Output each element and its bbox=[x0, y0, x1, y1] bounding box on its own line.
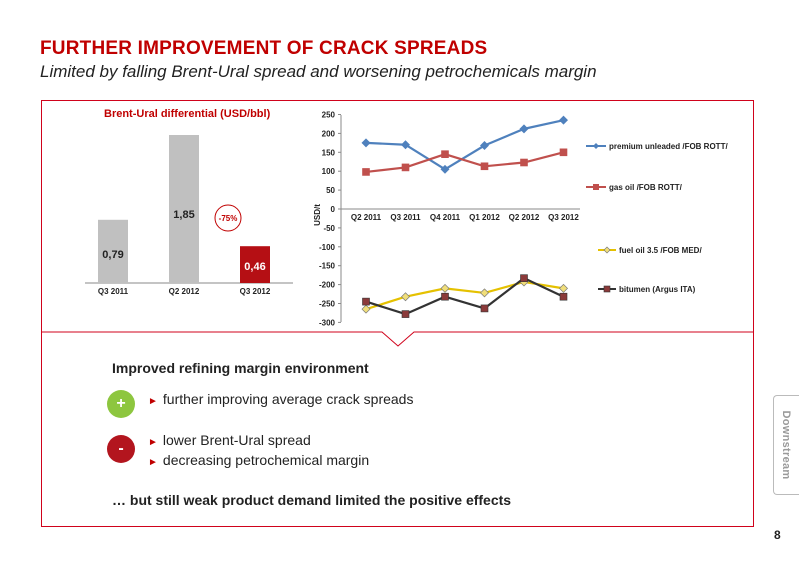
series-point-1 bbox=[401, 163, 410, 172]
legend-marker-gas-oil bbox=[593, 184, 599, 190]
y-tick-label: -200 bbox=[319, 281, 336, 290]
series-point-1 bbox=[441, 150, 449, 158]
bar-value-label-0: 0,79 bbox=[102, 249, 123, 261]
negative-item: ► decreasing petrochemical margin bbox=[148, 452, 369, 468]
series-point-1 bbox=[559, 148, 568, 157]
positive-item-text: further improving average crack spreads bbox=[162, 391, 414, 407]
page-title: FURTHER IMPROVEMENT OF CRACK SPREADS bbox=[40, 38, 488, 59]
series-point-0 bbox=[361, 138, 371, 148]
series-point-3 bbox=[362, 297, 370, 306]
y-tick-label: 250 bbox=[322, 111, 336, 120]
conclusion-text: … but still weak product demand limited … bbox=[112, 492, 512, 508]
y-tick-label: -150 bbox=[319, 262, 336, 271]
legend-label-premium-unleaded: premium unleaded /FOB ROTT/ bbox=[609, 142, 728, 151]
series-point-3 bbox=[401, 310, 410, 318]
series-point-1 bbox=[480, 162, 489, 171]
negative-item-text: lower Brent-Ural spread bbox=[162, 432, 311, 448]
x-tick-label: Q2 2012 bbox=[509, 213, 540, 222]
series-point-0 bbox=[519, 124, 529, 134]
series-point-3 bbox=[441, 292, 449, 301]
bar-0 bbox=[98, 219, 128, 283]
series-point-0 bbox=[559, 115, 568, 125]
bar-value-label-2: 0,46 bbox=[244, 261, 265, 273]
bar-chart-title: Brent-Ural differential (USD/bbl) bbox=[104, 108, 271, 120]
legend-label-bitumen: bitumen (Argus ITA) bbox=[619, 285, 696, 294]
y-tick-label: -100 bbox=[319, 243, 336, 252]
line-chart: USD/t 250 200 150 100 50 0 -50 -100 -150 -200 -250… bbox=[313, 111, 728, 328]
page-subtitle: Limited by falling Brent-Ural spread and… bbox=[40, 62, 597, 81]
series-point-2 bbox=[401, 292, 410, 302]
x-tick-label: Q3 2012 bbox=[548, 213, 579, 222]
arrow-right-icon: ► bbox=[148, 396, 158, 407]
legend-label-fuel-oil: fuel oil 3.5 /FOB MED/ bbox=[619, 246, 702, 255]
series-point-2 bbox=[559, 283, 568, 293]
bar-category-label-2: Q3 2012 bbox=[240, 287, 271, 296]
legend-marker-bitumen bbox=[603, 285, 611, 293]
series-point-1 bbox=[520, 158, 528, 167]
section-tab-label: Downstream bbox=[780, 410, 792, 480]
y-tick-label: -250 bbox=[319, 300, 336, 309]
negative-item-text: decreasing petrochemical margin bbox=[162, 452, 370, 468]
y-tick-label: 0 bbox=[331, 205, 336, 214]
series-line-3 bbox=[365, 276, 564, 316]
line-y-axis-label: USD/t bbox=[313, 204, 322, 226]
y-tick-label: 100 bbox=[322, 167, 336, 176]
section-divider bbox=[42, 331, 754, 347]
positive-item: ► further improving average crack spreads bbox=[148, 391, 413, 407]
page-number: 8 bbox=[774, 528, 781, 542]
x-tick-label: Q3 2011 bbox=[390, 213, 421, 222]
bar-category-label-1: Q2 2012 bbox=[169, 287, 200, 296]
change-annotation: -75% bbox=[219, 214, 238, 223]
series-point-2 bbox=[361, 304, 371, 314]
series-point-3 bbox=[559, 292, 568, 301]
section-title: Improved refining margin environment bbox=[112, 360, 369, 376]
arrow-right-icon: ► bbox=[148, 457, 158, 468]
y-tick-label: 50 bbox=[326, 186, 335, 195]
change-annotation-ellipse bbox=[214, 204, 242, 232]
series-line-1 bbox=[365, 151, 564, 174]
series-point-0 bbox=[480, 141, 489, 150]
content-panel bbox=[41, 100, 754, 527]
bar-2 bbox=[240, 246, 270, 283]
series-point-0 bbox=[440, 164, 450, 174]
x-tick-label: Q4 2011 bbox=[430, 213, 461, 222]
legend-marker-premium-unleaded bbox=[593, 143, 599, 149]
y-tick-label: -300 bbox=[319, 318, 336, 327]
bar-chart: Q3 2011 Q2 2012 Q3 2012 0,79 1,85 0,46 -… bbox=[85, 135, 293, 296]
series-point-3 bbox=[480, 304, 489, 313]
bar-value-label-1: 1,85 bbox=[173, 209, 194, 221]
negative-item: ► lower Brent-Ural spread bbox=[148, 432, 311, 448]
series-line-2 bbox=[365, 280, 564, 311]
legend: premium unleaded /FOB ROTT/ gas oil /FOB… bbox=[586, 142, 728, 294]
bar-1 bbox=[169, 135, 199, 283]
series-point-1 bbox=[362, 168, 370, 176]
plus-icon: + bbox=[107, 390, 135, 418]
y-tick-label: -50 bbox=[323, 224, 335, 233]
series-line-0 bbox=[365, 119, 564, 171]
y-tick-label: 200 bbox=[322, 129, 336, 138]
section-tab[interactable] bbox=[773, 395, 799, 495]
x-tick-label: Q2 2011 bbox=[351, 213, 382, 222]
arrow-right-icon: ► bbox=[148, 437, 158, 448]
minus-icon: - bbox=[107, 435, 135, 463]
legend-marker-fuel-oil bbox=[603, 246, 611, 254]
y-tick-label: 150 bbox=[322, 148, 336, 157]
series-point-3 bbox=[520, 274, 528, 282]
bar-category-label-0: Q3 2011 bbox=[98, 287, 129, 296]
legend-label-gas-oil: gas oil /FOB ROTT/ bbox=[609, 183, 683, 192]
series-point-2 bbox=[440, 283, 450, 293]
series-point-0 bbox=[401, 140, 410, 150]
series-point-2 bbox=[480, 288, 489, 298]
x-tick-label: Q1 2012 bbox=[469, 213, 500, 222]
